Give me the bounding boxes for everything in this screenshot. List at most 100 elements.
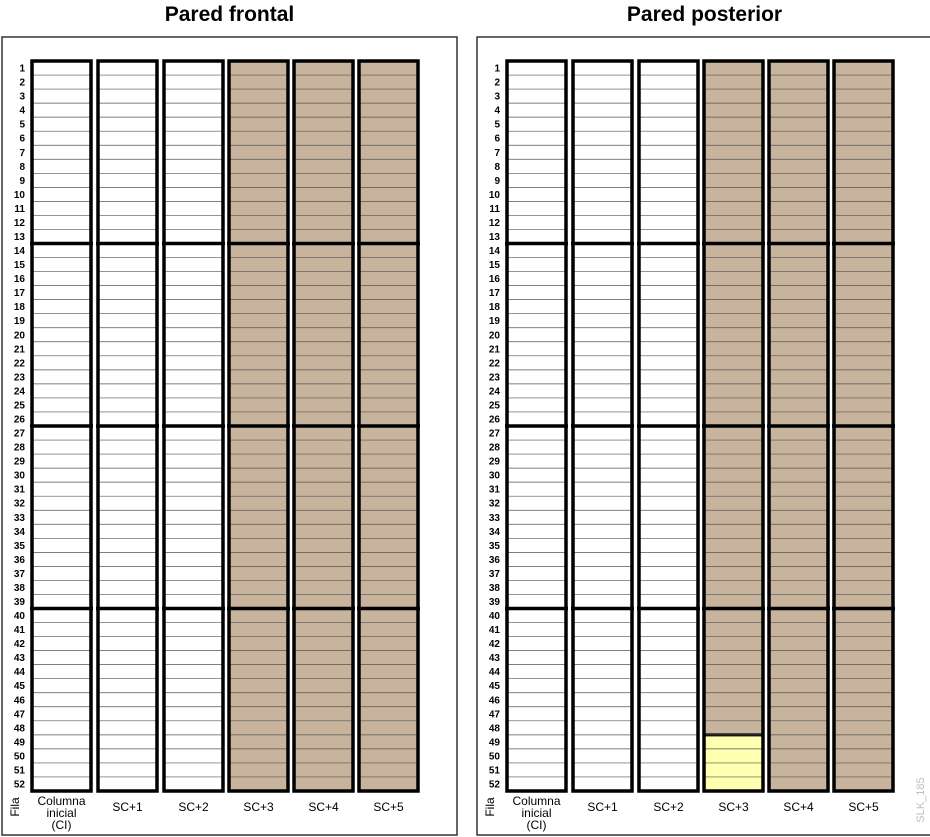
column-label: (CI) <box>527 818 547 832</box>
row-label: 29 <box>14 457 26 468</box>
row-label: 12 <box>489 218 501 229</box>
column-outline <box>227 59 290 793</box>
row-label: 22 <box>489 358 501 369</box>
row-label: 43 <box>489 653 501 664</box>
row-label: 51 <box>489 765 501 776</box>
row-label: 20 <box>14 330 26 341</box>
row-label: 22 <box>14 358 26 369</box>
row-label: 21 <box>489 344 501 355</box>
column-outline <box>505 59 568 793</box>
column-3: SC+3 <box>227 59 290 814</box>
row-label: 17 <box>489 288 501 299</box>
row-label: 26 <box>14 414 26 425</box>
column-label: (CI) <box>52 818 72 832</box>
row-label: 5 <box>494 120 500 131</box>
column-label: Columna <box>37 794 85 808</box>
column-outline <box>702 59 765 793</box>
column-label: SC+4 <box>783 800 814 814</box>
row-label: 27 <box>14 429 26 440</box>
column-label: SC+4 <box>308 800 339 814</box>
row-label: 17 <box>14 288 26 299</box>
row-label: 5 <box>19 120 25 131</box>
row-label: 47 <box>14 709 26 720</box>
column-outline <box>357 59 420 793</box>
column-5: SC+5 <box>357 59 420 814</box>
row-label: 25 <box>489 400 501 411</box>
row-label: 39 <box>14 597 26 608</box>
column-label: SC+2 <box>653 800 684 814</box>
row-label: 51 <box>14 765 26 776</box>
row-label: 45 <box>14 681 26 692</box>
column-outline <box>637 59 700 793</box>
panel-title: Pared posterior <box>627 3 782 26</box>
row-axis-label: Fila <box>483 797 497 817</box>
row-label: 16 <box>489 274 501 285</box>
row-label: 44 <box>14 667 26 678</box>
row-label: 36 <box>489 555 501 566</box>
row-label: 7 <box>494 148 500 159</box>
row-label: 25 <box>14 400 26 411</box>
row-label: 35 <box>489 541 501 552</box>
column-1: SC+1 <box>571 59 634 814</box>
row-label: 30 <box>489 471 501 482</box>
row-label: 11 <box>14 204 25 215</box>
row-label: 9 <box>494 176 500 187</box>
row-label: 12 <box>14 218 26 229</box>
row-label: 37 <box>489 569 501 580</box>
row-label: 18 <box>489 302 501 313</box>
row-label: 26 <box>489 414 501 425</box>
row-label: 48 <box>14 723 26 734</box>
row-label: 49 <box>14 737 26 748</box>
row-label: 21 <box>14 344 26 355</box>
row-label: 27 <box>489 429 501 440</box>
row-label: 16 <box>14 274 26 285</box>
column-label: inicial <box>521 806 551 820</box>
row-label: 6 <box>494 134 500 145</box>
row-label: 3 <box>19 92 25 103</box>
column-5: SC+5 <box>832 59 895 814</box>
column-label: SC+2 <box>178 800 209 814</box>
column-outline <box>292 59 355 793</box>
panel-frame <box>1 36 458 836</box>
row-label: 10 <box>14 190 26 201</box>
row-label: 1 <box>494 64 500 75</box>
row-label: 37 <box>14 569 26 580</box>
row-label: 33 <box>14 513 26 524</box>
column-2: SC+2 <box>162 59 225 814</box>
row-label: 19 <box>489 316 501 327</box>
row-label: 2 <box>494 78 500 89</box>
column-label: SC+5 <box>848 800 879 814</box>
row-label: 4 <box>494 106 500 117</box>
row-label: 31 <box>14 485 26 496</box>
column-outline <box>767 59 830 793</box>
row-label: 3 <box>494 92 500 103</box>
column-1: SC+1 <box>96 59 159 814</box>
row-label: 13 <box>14 232 26 243</box>
panel-front-wall: Pared frontal123456789101112131415161718… <box>1 3 458 836</box>
column-label: SC+3 <box>718 800 749 814</box>
row-axis-label: Fila <box>8 797 22 817</box>
row-label: 11 <box>489 204 500 215</box>
panel-rear-wall: Pared posterior1234567891011121314151617… <box>476 3 930 836</box>
row-label: 32 <box>489 499 501 510</box>
row-label: 4 <box>19 106 25 117</box>
row-label: 6 <box>19 134 25 145</box>
row-label: 34 <box>14 527 26 538</box>
row-label: 2 <box>19 78 25 89</box>
row-label: 43 <box>14 653 26 664</box>
row-label: 10 <box>489 190 501 201</box>
row-label: 39 <box>489 597 501 608</box>
row-label: 45 <box>489 681 501 692</box>
row-label: 48 <box>489 723 501 734</box>
row-label: 42 <box>14 639 26 650</box>
row-label: 20 <box>489 330 501 341</box>
row-label: 52 <box>489 779 501 790</box>
row-label: 31 <box>489 485 501 496</box>
row-label: 7 <box>19 148 25 159</box>
row-label: 38 <box>489 583 501 594</box>
row-label: 24 <box>489 386 501 397</box>
row-label: 14 <box>14 246 26 257</box>
